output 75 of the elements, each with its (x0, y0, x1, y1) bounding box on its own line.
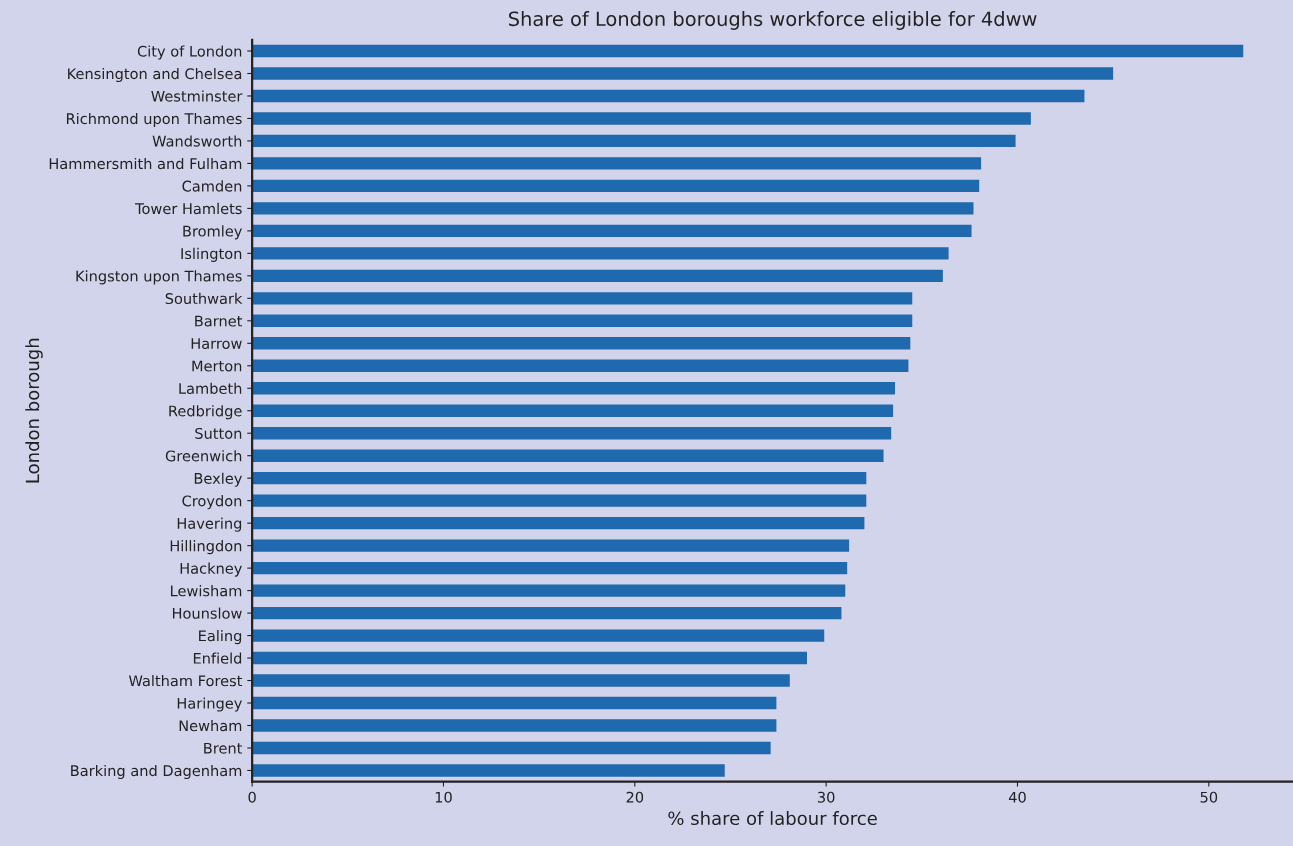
x-axis-title: % share of labour force (668, 811, 877, 826)
y-tick-label: Camden (182, 180, 242, 192)
y-tick-label: City of London (137, 45, 242, 60)
bar (252, 449, 884, 462)
bar (252, 134, 1016, 148)
bar (252, 359, 909, 372)
bar (252, 179, 980, 193)
y-axis-title: London borough (25, 338, 43, 483)
bar (252, 561, 848, 575)
y-tick-label: Hammersmith and Fulham (49, 157, 242, 170)
y-tick-label: Haringey (177, 697, 242, 712)
y-tick-label: Barking and Dagenham (71, 764, 242, 780)
bar (252, 494, 867, 507)
y-tick-label: Hackney (180, 562, 242, 577)
bar (252, 44, 1244, 58)
bar (252, 584, 846, 597)
y-tick-label: Harrow (191, 338, 242, 350)
bar (252, 112, 1031, 125)
y-tick-label: Hillingdon (170, 540, 242, 555)
bar (252, 224, 972, 238)
y-tick-label: Newham (179, 719, 242, 732)
y-tick-label: Bromley (183, 225, 242, 240)
y-tick-label: Lambeth (179, 382, 242, 394)
y-tick-label: Redbridge (169, 405, 242, 420)
x-tick-label: 20 (626, 791, 644, 803)
bar (252, 719, 777, 732)
bar (252, 696, 777, 710)
bar (252, 247, 949, 260)
y-tick-label: Richmond upon Thames (66, 112, 242, 128)
bar (252, 606, 842, 620)
y-tick-label: Sutton (195, 427, 242, 439)
y-tick-label: Enfield (193, 652, 242, 664)
chart-title: Share of London boroughs workforce eligible for 4dww (509, 11, 1037, 30)
bar (252, 674, 790, 687)
bar (252, 382, 896, 395)
y-tick-label: Barnet (195, 315, 243, 327)
y-tick-label: Ealing (199, 630, 242, 645)
bar (252, 404, 894, 417)
bar (252, 202, 974, 215)
y-tick-label: Waltham Forest (128, 674, 243, 687)
y-tick-label: Hounslow (172, 607, 242, 619)
y-tick-label: Bexley (194, 472, 242, 487)
x-tick-label: 10 (435, 791, 452, 803)
y-tick-label: Merton (192, 360, 242, 372)
bar (252, 67, 1114, 80)
bar (252, 539, 850, 552)
bar (252, 314, 913, 327)
bar (252, 337, 911, 350)
bar (252, 269, 943, 283)
x-tick-label: 0 (248, 791, 256, 803)
y-tick-label: Southwark (165, 292, 243, 305)
y-tick-label: Islington (181, 247, 242, 262)
bar (252, 157, 982, 170)
bar (252, 651, 808, 665)
bar (252, 629, 825, 642)
y-tick-label: Wandsworth (152, 135, 242, 147)
y-tick-label: Westminster (151, 90, 243, 102)
bar (252, 472, 867, 485)
bar (252, 741, 771, 755)
y-tick-label: Tower Hamlets (135, 202, 242, 215)
bar (252, 89, 1085, 103)
y-tick-label: Greenwich (165, 450, 242, 462)
y-tick-label: Kensington and Chelsea (68, 67, 242, 83)
y-tick-label: Brent (204, 742, 243, 754)
bar (252, 516, 865, 530)
y-tick-label: Croydon (182, 495, 242, 510)
y-tick-label: Kingston upon Thames (76, 270, 242, 285)
y-tick-label: Lewisham (171, 585, 242, 597)
x-tick-label: 40 (1008, 791, 1026, 803)
bar (252, 427, 892, 440)
bar (252, 764, 725, 777)
x-tick-label: 30 (817, 791, 835, 803)
bar (252, 292, 913, 305)
x-tick-label: 50 (1200, 791, 1218, 803)
y-tick-label: Havering (177, 517, 242, 532)
